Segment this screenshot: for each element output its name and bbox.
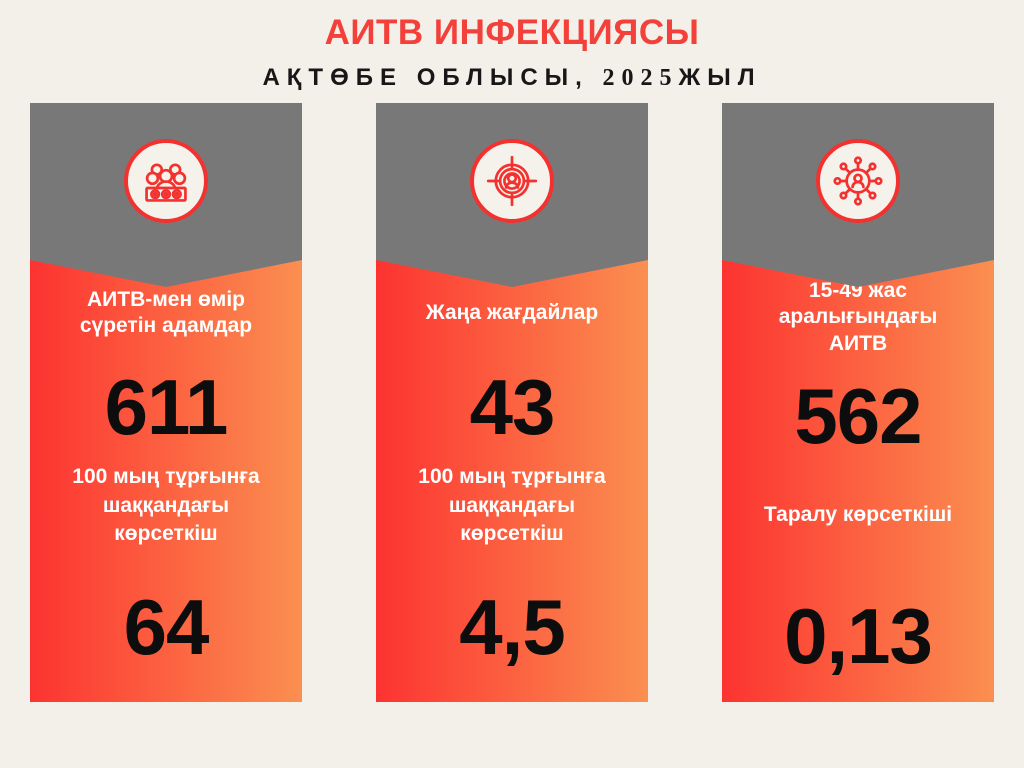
target-person-icon [486, 155, 538, 207]
virus-network-person-icon [833, 156, 883, 206]
page-subtitle: АҚТӨБЕ ОБЛЫСЫ, 2025ЖЫЛ [0, 64, 1024, 92]
card-label: 100 мың тұрғынға шаққандағы көрсеткіш [72, 465, 260, 546]
icon-circle [124, 139, 208, 223]
card-header [722, 103, 994, 287]
subtitle-year: 2025 [602, 65, 679, 91]
crowd-icon [145, 163, 187, 202]
card-hiv-age-15-49: 15-49 жас аралығындағы АИТВ 562 Таралу к… [722, 103, 994, 702]
card-value: 562 [794, 371, 922, 460]
card-header [30, 103, 302, 287]
card-header [376, 103, 648, 287]
subtitle-region: АҚТӨБЕ ОБЛЫСЫ, [262, 64, 603, 91]
card-value-secondary: 0,13 [784, 591, 933, 680]
card-label: Таралу көрсеткіші [763, 502, 953, 526]
stat-cards-row: АИТВ-мен өмір сүретін адамдар 611 100 мы… [30, 103, 994, 702]
card-value-secondary: 64 [123, 583, 210, 671]
subtitle-word: ЖЫЛ [678, 64, 762, 91]
card-heading: АИТВ-мен өмір сүретін адамдар [79, 287, 253, 337]
card-body: Жаңа жағдайлар 43 100 мың тұрғынға шаққа… [376, 260, 648, 702]
card-value: 43 [469, 363, 556, 451]
card-body: 15-49 жас аралығындағы АИТВ 562 Таралу к… [722, 260, 994, 702]
card-value-secondary: 4,5 [459, 583, 565, 671]
icon-circle [816, 139, 900, 223]
icon-circle [470, 139, 554, 223]
card-body: АИТВ-мен өмір сүретін адамдар 611 100 мы… [30, 260, 302, 702]
page-title: АИТВ ИНФЕКЦИЯСЫ [324, 13, 700, 52]
card-new-cases: Жаңа жағдайлар 43 100 мың тұрғынға шаққа… [376, 103, 648, 702]
card-label: 100 мың тұрғынға шаққандағы көрсеткіш [418, 465, 606, 546]
card-heading: 15-49 жас аралығындағы АИТВ [778, 279, 938, 355]
card-heading: Жаңа жағдайлар [425, 300, 599, 324]
card-value: 611 [104, 363, 229, 451]
card-people-living-with-hiv: АИТВ-мен өмір сүретін адамдар 611 100 мы… [30, 103, 302, 702]
